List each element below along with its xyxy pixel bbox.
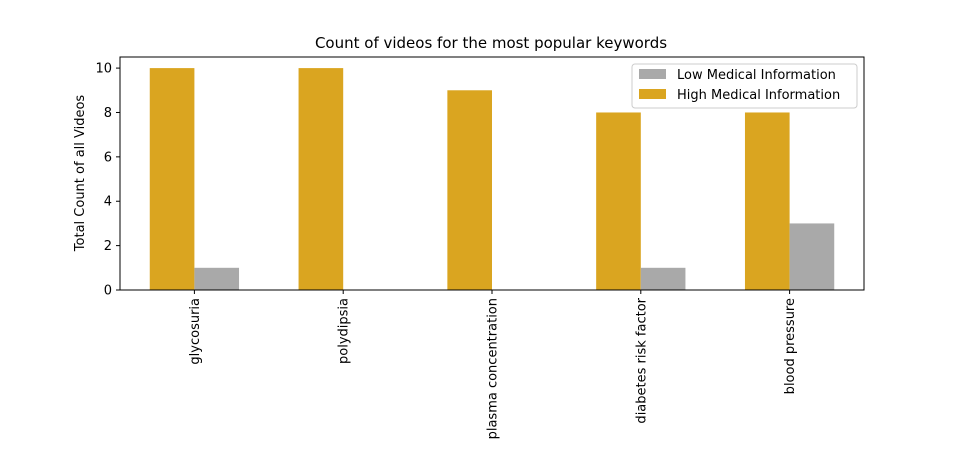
- y-ticks: 0 2 4 6 8 10: [95, 62, 120, 299]
- bar-low-4: [789, 223, 835, 290]
- x-tick-label-4: blood pressure: [783, 298, 798, 394]
- x-tick-label-2: plasma concentration: [486, 298, 501, 439]
- bars-layer: [149, 68, 835, 291]
- legend-box: [631, 63, 858, 109]
- legend: Low Medical Information High Medical Info…: [631, 63, 858, 109]
- legend-swatch-0: [639, 69, 666, 79]
- legend-label-1: High Medical Information: [677, 88, 840, 103]
- legend-swatch-1: [639, 89, 666, 99]
- y-tick-label-4: 8: [104, 106, 112, 121]
- y-axis-label: Total Count of all Videos: [73, 95, 88, 253]
- bar-high-3: [596, 112, 641, 290]
- plot-frame: [119, 56, 865, 291]
- bar-high-4: [744, 112, 790, 290]
- bar-high-0: [149, 68, 195, 290]
- x-ticks: glycosuria polydipsia plasma concentration…: [188, 290, 798, 439]
- y-tick-label-1: 2: [104, 239, 112, 254]
- bar-low-0: [194, 267, 240, 290]
- x-tick-label-3: diabetes risk factor: [634, 297, 649, 423]
- legend-label-0: Low Medical Information: [677, 68, 836, 83]
- chart-title: Count of videos for the most popular key…: [315, 34, 667, 52]
- x-tick-label-0: glycosuria: [188, 298, 203, 365]
- bar-low-3: [640, 267, 686, 290]
- y-tick-label-0: 0: [104, 284, 112, 299]
- y-tick-label-5: 10: [95, 62, 112, 77]
- bar-high-1: [298, 68, 344, 290]
- bar-high-2: [447, 90, 492, 291]
- y-tick-label-2: 4: [104, 195, 112, 210]
- x-tick-label-1: polydipsia: [337, 298, 352, 364]
- y-tick-label-3: 6: [104, 150, 112, 165]
